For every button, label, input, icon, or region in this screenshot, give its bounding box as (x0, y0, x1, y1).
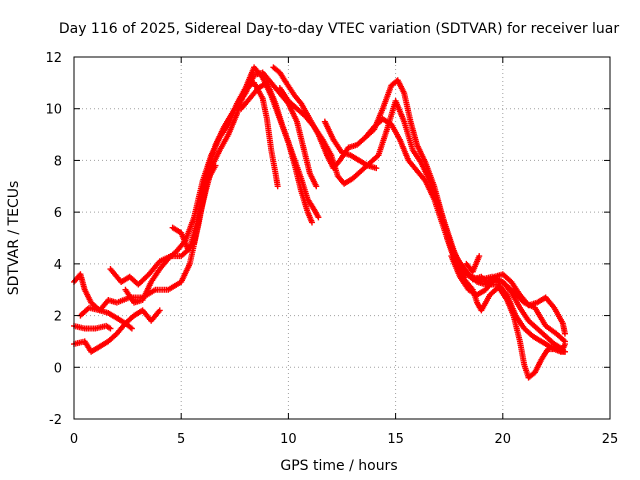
y-tick-label: 8 (54, 154, 62, 169)
data-series (169, 79, 281, 252)
data-point (127, 324, 134, 331)
x-tick-label: 5 (177, 432, 185, 447)
data-point (373, 165, 380, 172)
data-point (561, 330, 568, 337)
y-tick-label: 6 (54, 206, 62, 221)
data-point (315, 214, 322, 221)
data-point (313, 183, 320, 190)
x-tick-label: 0 (70, 432, 78, 447)
data-series (448, 253, 568, 353)
y-tick-label: 12 (45, 51, 62, 66)
data-series (321, 118, 380, 172)
data-series (71, 322, 114, 332)
y-tick-label: 10 (45, 103, 62, 118)
data-series (71, 307, 163, 355)
y-axis-label: SDTVAR / TECUs (6, 181, 22, 296)
data-point (297, 99, 304, 106)
data-point (156, 307, 163, 314)
plot-data (71, 64, 568, 381)
y-tick-label: 2 (54, 310, 62, 325)
data-series (71, 271, 135, 332)
data-point (107, 325, 114, 332)
x-tick-label: 25 (602, 432, 619, 447)
x-axis-label: GPS time / hours (280, 458, 397, 474)
axis-ticks: 0 5 10 15 20 25 -2 0 2 4 6 8 10 12 (45, 51, 618, 447)
data-series (463, 253, 483, 275)
data-point (561, 341, 568, 348)
plot-frame (73, 56, 611, 420)
y-tick-label: 4 (54, 258, 62, 273)
x-tick-label: 10 (280, 432, 297, 447)
data-series (238, 79, 322, 221)
data-series (444, 235, 568, 381)
chart-title: Day 116 of 2025, Sidereal Day-to-day VTE… (59, 21, 620, 37)
data-point (308, 219, 315, 226)
x-tick-label: 15 (387, 432, 404, 447)
data-point (476, 253, 483, 260)
data-point (128, 325, 135, 332)
y-tick-label: 0 (54, 361, 62, 376)
y-tick-label: -2 (49, 413, 62, 428)
grid (74, 57, 610, 419)
data-point (274, 183, 281, 190)
x-tick-label: 20 (495, 432, 512, 447)
